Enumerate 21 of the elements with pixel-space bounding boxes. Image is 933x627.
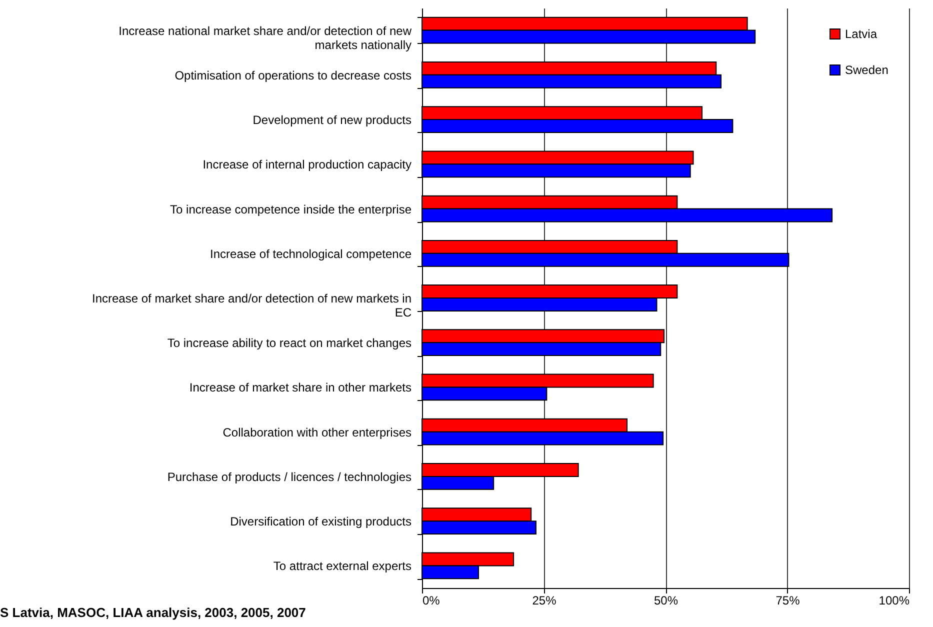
y-tick-label: Collaboration with other enterprises: [222, 425, 412, 440]
y-tick-label: Diversification of existing products: [230, 514, 412, 529]
legend-label: Sweden: [845, 63, 888, 77]
x-tick-label: 100%: [878, 594, 910, 608]
y-tick-label: To attract external experts: [273, 559, 412, 574]
legend-label: Latvia: [845, 27, 878, 41]
y-tick-label: To increase ability to react on market changes: [167, 336, 412, 350]
y-tick-label: Increase of market share in other markets: [189, 380, 412, 395]
y-tick-label: To increase competence inside the enterprise: [170, 202, 412, 216]
text: S Latvia, MASOC, LIAA analysis, 2003, 2005, 2007: [0, 605, 306, 620]
x-tick-label: 75%: [776, 594, 800, 608]
x-tick-label: 0%: [422, 594, 440, 608]
y-tick-label: Increase of technological competence: [210, 246, 412, 261]
y-tick-label: Development of new products: [252, 113, 412, 128]
y-tick-label: Purchase of products / licences / technologies: [167, 470, 412, 484]
y-tick-label: Optimisation of operations to decrease costs: [174, 68, 412, 82]
x-tick-label: 50%: [654, 594, 678, 608]
x-tick-label: 25%: [532, 594, 557, 608]
y-tick-label: Increase of internal production capacity: [202, 158, 412, 172]
y-tick-label: Increase of market share and/or detection of new markets in EC: [92, 292, 412, 320]
y-tick-label: Increase national market share and/or detection of new markets nationally: [118, 24, 412, 52]
